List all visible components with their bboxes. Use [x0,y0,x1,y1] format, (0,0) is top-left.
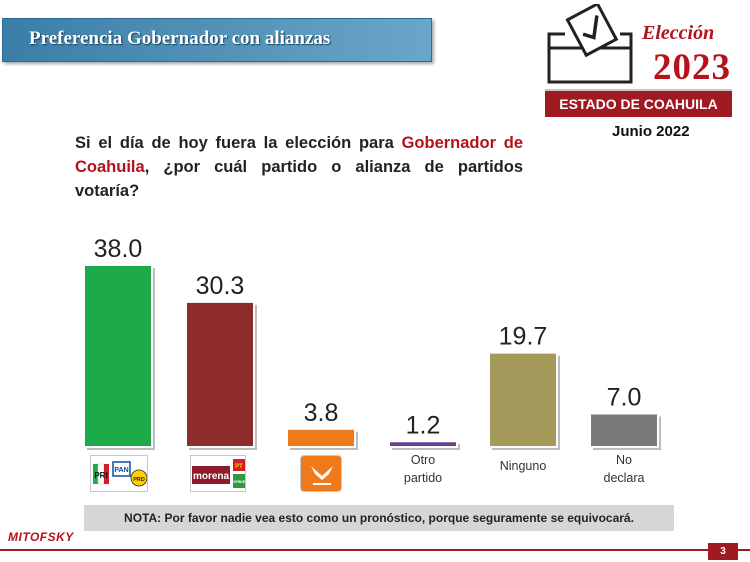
pri-logo-icon: PRI [93,463,109,485]
category-label-5: Ninguno [499,459,547,473]
survey-date: Junio 2022 [612,123,690,140]
alliance-pri-pan-prd-logo: PRI PAN PRD [90,455,148,492]
value-label-4: 1.2 [406,411,441,439]
mitofsky-logo: MITOFSKY [8,530,74,544]
svg-text:PAN: PAN [114,467,128,474]
bar-1 [83,264,153,448]
title-banner: Preferencia Gobernador con alianzas [2,18,432,62]
estado-banner: ESTADO DE COAHUILA [545,89,732,117]
footer-divider [0,549,750,551]
morena-logo-icon: morena [192,466,230,484]
page-title: Preferencia Gobernador con alianzas [29,28,331,49]
eleccion-logo: Elección 2023 ESTADO DE COAHUILA [545,4,740,129]
value-label-2: 30.3 [196,272,245,300]
bar-5 [488,351,558,448]
svg-text:VERDE: VERDE [233,480,246,484]
value-label-5: 19.7 [499,323,548,351]
question-text-1: Si el día de hoy fuera la elección para [75,134,402,152]
year-text: 2023 [653,47,731,88]
question-highlight: Gobernador de Coahuila [75,134,524,176]
survey-question: Si el día de hoy fuera la elección para … [75,131,523,203]
bar-6 [589,412,659,449]
svg-text:morena: morena [193,471,230,482]
pan-logo-icon: PAN [112,461,131,477]
pt-logo-icon: PT [233,459,245,471]
ballot-box-icon [547,4,633,84]
pvem-logo-icon: VERDE [233,474,246,488]
value-label-1: 38.0 [94,235,143,263]
eleccion-text: Elección [642,22,715,44]
value-label-6: 7.0 [607,383,642,411]
prd-logo-icon: PRD [130,469,147,487]
bar-4 [388,440,458,448]
disclaimer-note: NOTA: Por favor nadie vea esto como un p… [84,505,674,531]
question-text-2: , ¿por cuál partido o alianza de partido… [75,158,523,200]
bar-3 [286,427,356,448]
svg-text:PRD: PRD [133,477,145,483]
alliance-morena-pt-pvem-logo: morena PT VERDE [190,455,246,492]
category-label-4: Otro partido [403,453,443,485]
bar-2 [185,300,255,448]
movimiento-ciudadano-logo [300,455,342,492]
svg-text:PT: PT [235,464,243,470]
page-number: 3 [708,543,738,560]
svg-text:PRI: PRI [94,471,107,480]
value-label-3: 3.8 [304,399,339,427]
category-label-6: No declara [603,453,645,485]
